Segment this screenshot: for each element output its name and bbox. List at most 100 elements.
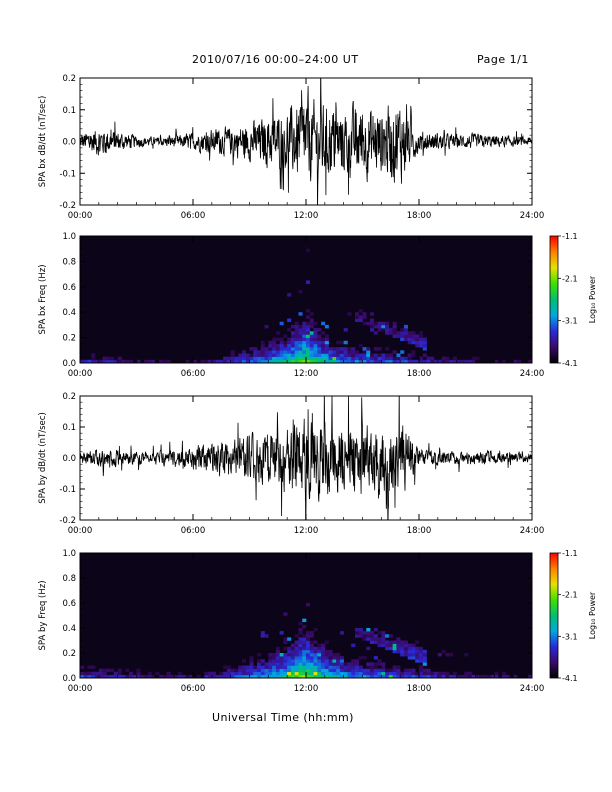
by-spectrogram-ytick-label: 0.4 (62, 624, 76, 634)
by-spectrogram-cell (381, 640, 386, 644)
bx-spectrogram-cell (354, 315, 360, 319)
by-spectrogram-cell (196, 674, 201, 679)
by-spectrogram-cell (238, 674, 243, 679)
by-spectrogram-cell (290, 665, 295, 669)
by-spectrogram-cell (392, 671, 397, 676)
by-spectrogram-cell (290, 668, 295, 673)
bx-spectrogram-cell (272, 356, 277, 361)
by-spectrogram-cell (328, 653, 333, 657)
by-spectrogram-cell (403, 653, 408, 657)
by-spectrogram-cell (362, 656, 367, 660)
bx-spectrogram-ytick-label: 0.8 (62, 257, 76, 267)
bx-spectrogram-cell (298, 331, 303, 335)
by-spectrogram-cell (260, 671, 265, 676)
bx-spectrogram-cell (306, 356, 311, 361)
bx-spectrogram-cell (396, 359, 401, 364)
by-spectrogram-cell (272, 671, 277, 676)
bx-dbdt-ytick-label: 0.1 (62, 106, 76, 116)
by-spectrogram-cell (449, 674, 454, 679)
by-spectrogram-cell (211, 674, 216, 679)
by-spectrogram-cell (223, 665, 228, 669)
by-spectrogram-cell (471, 674, 476, 679)
by-spectrogram-cell (351, 662, 356, 666)
by-spectrogram-cell (283, 656, 288, 660)
bx-spectrogram-cell (403, 331, 408, 335)
by-spectrogram-cell (125, 668, 130, 673)
bx-spectrogram-cell (313, 334, 318, 338)
by-spectrogram-cell (268, 671, 273, 676)
bx-spectrogram-cell (373, 321, 378, 326)
by-spectrogram-cell (294, 662, 299, 666)
by-spectrogram-cell (302, 662, 307, 666)
by-spectrogram-cell (388, 634, 393, 638)
by-spectrogram-cell (351, 671, 356, 676)
bx-spectrogram-cell (98, 359, 103, 364)
by-spectrogram-cell (147, 671, 152, 676)
bx-spectrogram-cell (238, 359, 243, 364)
by-spectrogram-cell (403, 643, 408, 648)
by-spectrogram-cell (445, 674, 450, 679)
by-spectrogram-cell (373, 665, 378, 669)
bx-spectrogram-cell (419, 356, 424, 361)
bx-spectrogram-cell (268, 356, 273, 361)
by-spectrogram-cell (317, 653, 322, 657)
by-spectrogram-cell (287, 665, 292, 669)
by-spectrogram-cell (290, 656, 295, 660)
by-spectrogram-cell (80, 671, 85, 676)
bx-spectrogram-cell (306, 359, 311, 364)
bx-spectrogram-cell (110, 356, 115, 361)
by-spectrogram-cell (381, 668, 386, 673)
by-spectrogram-cell (128, 671, 134, 676)
bx-spectrogram-cell (306, 353, 311, 357)
bx-spectrogram-cell (309, 324, 314, 329)
bx-spectrogram-cell (309, 359, 314, 364)
bx-spectrogram-cell (370, 321, 375, 326)
by-spectrogram-cell (332, 665, 337, 669)
by-spectrogram-cell (290, 671, 295, 676)
by-spectrogram-cell (317, 674, 322, 679)
bx-spectrogram-cell (309, 340, 314, 345)
bx-spectrogram-cell (388, 328, 393, 332)
bx-dbdt-xtick-label: 00:00 (68, 211, 93, 221)
by-spectrogram-cell (321, 662, 326, 666)
bx-spectrogram-cell (332, 356, 337, 361)
by-spectrogram-cell (155, 671, 160, 676)
bx-spectrogram-cell (91, 353, 96, 357)
by-spectrogram-ytick-label: 0.8 (62, 574, 76, 584)
bx-spectrogram-cell (306, 334, 311, 338)
bx-spectrogram-cell (290, 359, 295, 364)
by-spectrogram-cell (309, 649, 314, 654)
by-spectrogram-cell (309, 662, 314, 666)
bx-spectrogram-cell (430, 359, 435, 364)
by-spectrogram-cell (479, 674, 484, 679)
bx-spectrogram-cell (411, 337, 416, 342)
bx-spectrogram-cell (415, 340, 420, 345)
by-spectrogram-cell (309, 659, 314, 663)
by-spectrogram-cell (422, 653, 427, 657)
by-spectrogram-cell (411, 646, 416, 651)
by-spectrogram-cell (358, 631, 363, 635)
by-spectrogram-cell (407, 649, 412, 654)
bx-spectrogram-cell (354, 318, 360, 323)
bx-spectrogram-cell (411, 359, 416, 364)
by-spectrogram-cell (422, 659, 427, 663)
by-spectrogram-cell (253, 665, 258, 669)
bx-spectrogram-cell (370, 318, 375, 323)
by-spectrogram-cell (396, 674, 401, 679)
bx-spectrogram-cell (230, 353, 235, 357)
bx-spectrogram-cell (354, 350, 360, 354)
bx-spectrogram-cell (407, 337, 412, 342)
by-spectrogram-cell (298, 659, 303, 663)
by-spectrogram-cell (309, 668, 314, 673)
bx-dbdt-xtick-label: 24:00 (520, 211, 545, 221)
bx-spectrogram-cell (370, 324, 375, 329)
bx-spectrogram-cell (275, 347, 280, 351)
bx-spectrogram-cell (449, 359, 454, 364)
by-spectrogram-cell (275, 646, 280, 651)
by-spectrogram-cell (366, 637, 371, 641)
by-spectrogram-cell (230, 668, 235, 673)
bx-spectrogram-cell (287, 340, 292, 345)
bx-spectrogram-cell (396, 356, 401, 361)
by-spectrogram-cell (272, 662, 277, 666)
bx-spectrogram-cell (226, 356, 231, 361)
